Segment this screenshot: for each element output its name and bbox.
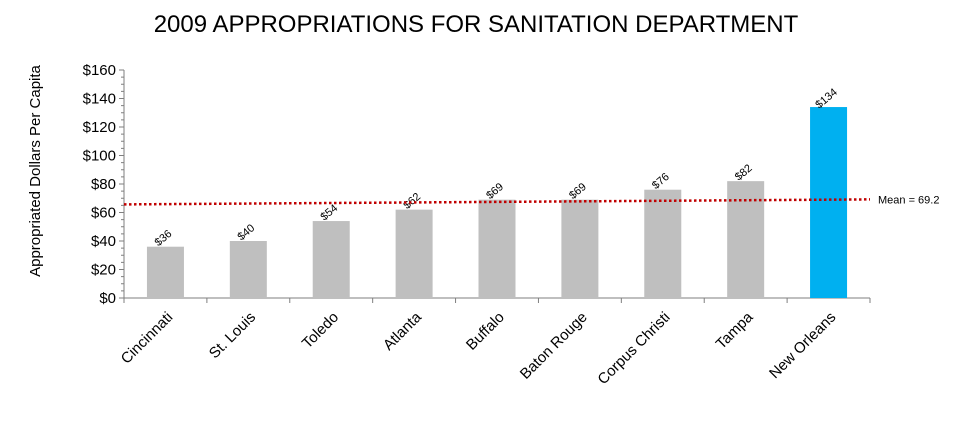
bar — [561, 199, 599, 298]
x-tick-label: St. Louis — [206, 309, 259, 362]
y-tick-label: $60 — [91, 205, 116, 222]
x-tick-label: Buffalo — [463, 309, 508, 354]
y-tick-label: $120 — [83, 119, 116, 136]
bar — [395, 209, 433, 298]
bar — [229, 241, 267, 298]
y-tick-label: $100 — [83, 148, 116, 165]
y-tick-label: $20 — [91, 262, 116, 279]
y-tick-label: $0 — [99, 290, 116, 307]
chart-title: 2009 APPROPRIATIONS FOR SANITATION DEPAR… — [154, 11, 799, 38]
bar — [644, 189, 682, 298]
data-label: $40 — [236, 222, 258, 243]
x-tick-label: Corpus Christi — [594, 309, 673, 388]
mean-label: Mean = 69.2 — [878, 194, 939, 206]
data-label: $76 — [650, 171, 672, 192]
mean-line — [123, 198, 871, 206]
data-label: $54 — [318, 202, 340, 223]
x-tick-label: Atlanta — [380, 308, 426, 354]
y-tick-label: $160 — [83, 62, 116, 79]
y-tick-label: $40 — [91, 233, 116, 250]
bar — [810, 107, 848, 298]
data-label: $69 — [484, 181, 506, 202]
x-tick-label: Toledo — [299, 309, 342, 352]
x-tick-label: Baton Rouge — [517, 309, 591, 383]
y-axis-label: Appropriated Dollars Per Capita — [27, 64, 44, 276]
x-tick-label: New Orleans — [766, 309, 839, 382]
y-tick-label: $140 — [83, 91, 116, 108]
data-label: $69 — [567, 181, 589, 202]
x-tick-label: Tampa — [713, 308, 757, 352]
bar — [727, 181, 765, 298]
plot-area: $0 $20 $40 $60 $80 $100 $120 $140 $160 $36 Cincinn… — [83, 62, 940, 388]
data-label: $82 — [733, 162, 755, 183]
x-tick-label: Cincinnati — [118, 309, 177, 368]
bar — [312, 221, 350, 298]
bar — [478, 199, 516, 298]
y-tick-label: $80 — [91, 176, 116, 193]
data-label: $36 — [153, 228, 175, 249]
bar — [146, 246, 184, 298]
